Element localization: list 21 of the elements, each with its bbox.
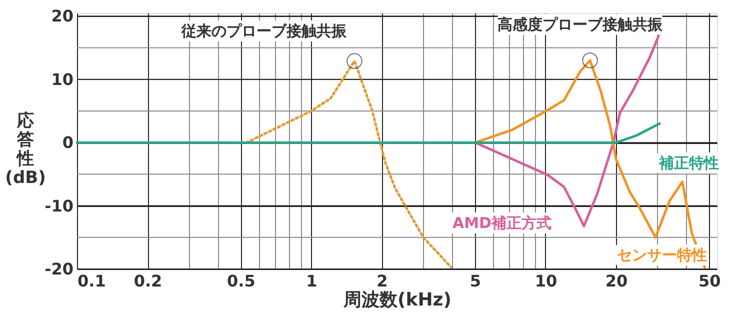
x-tick-label: 5 [470,272,482,290]
x-tick-label: 0.2 [134,272,162,290]
y-tick-label: -20 [44,260,74,278]
x-tick-label: 10 [534,272,558,290]
series-label: センサー特性 [617,246,707,264]
x-tick-label: 50 [698,272,721,290]
y-tick-label: -10 [44,196,74,216]
x-tick-label: 20 [605,272,628,290]
x-tick-label: 0.1 [78,272,106,290]
annotation: 従来のプローブ接触共振 [180,22,348,40]
x-tick-label: 1 [306,272,318,290]
annotation: 高感度プローブ接触共振 [498,15,664,34]
y-tick-label: 20 [51,6,74,26]
y-tick-label: 0 [62,133,74,152]
series-label: AMD補正方式 [452,214,552,232]
series-label: 補正特性 [658,154,719,172]
x-axis-title: 周波数(kHz) [342,290,452,310]
x-tick-label: 0.5 [227,272,256,290]
y-axis-title: 応答性(dB) [5,111,46,188]
x-tick-label: 2 [376,272,388,290]
y-tick-label: 10 [51,70,74,89]
